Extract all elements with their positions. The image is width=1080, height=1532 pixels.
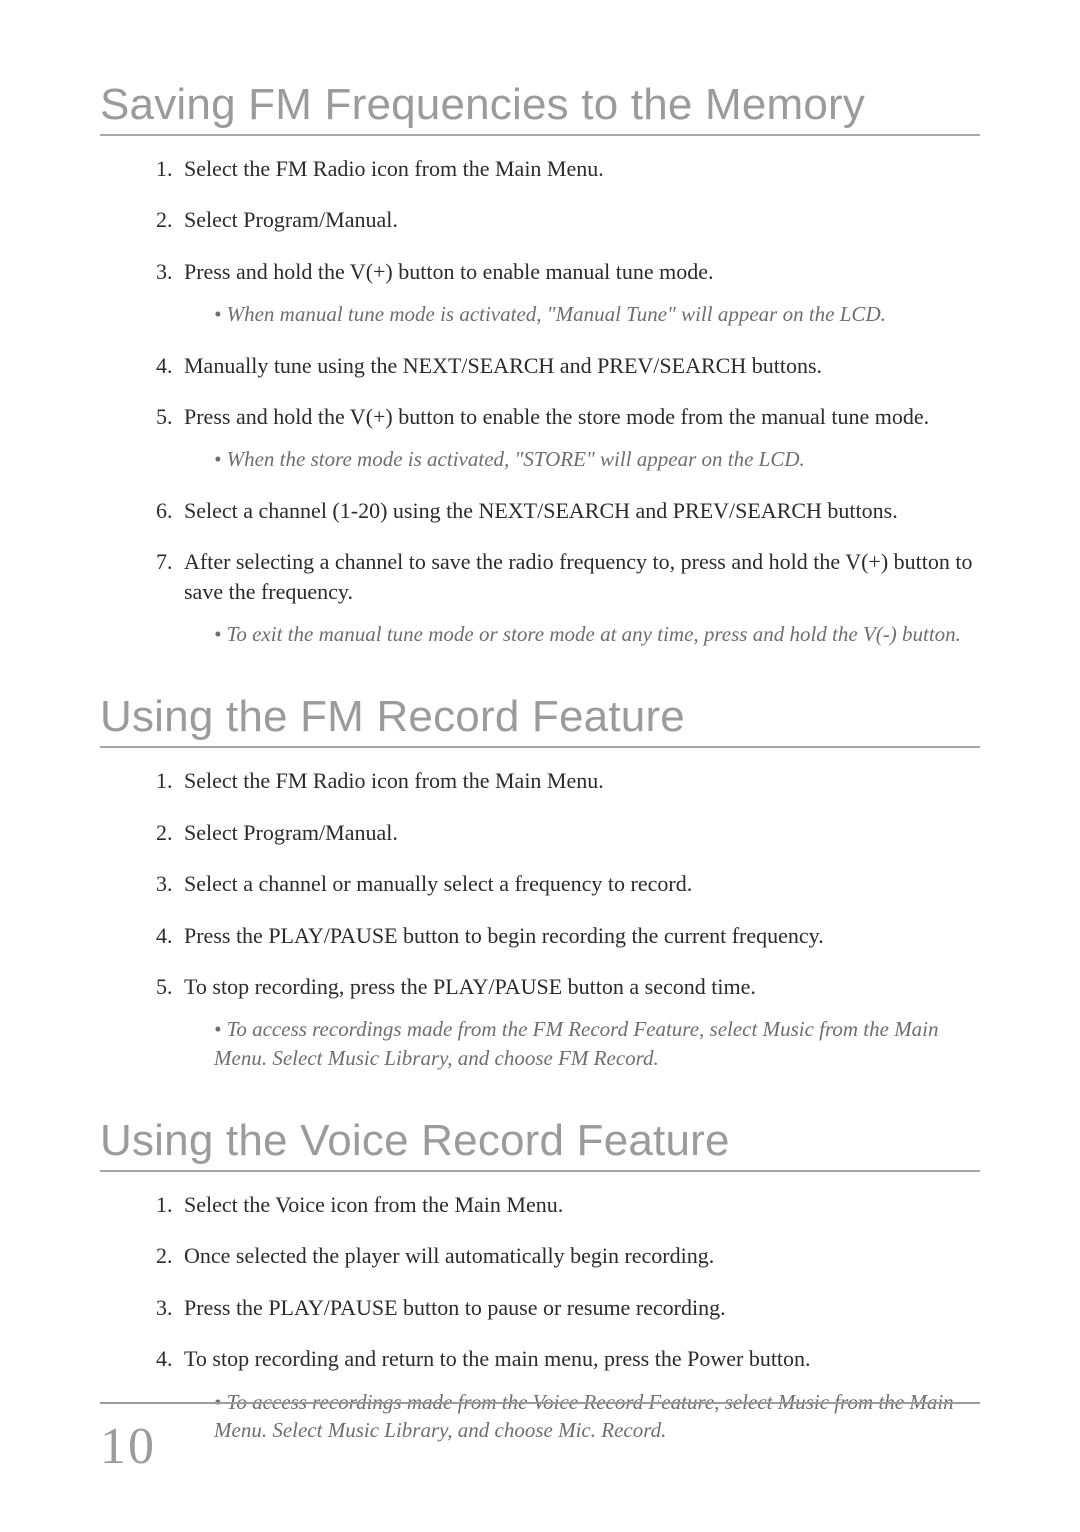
section: Using the FM Record Feature Select the FM… bbox=[100, 692, 980, 1072]
step-item: To stop recording, press the PLAY/PAUSE … bbox=[178, 972, 980, 1072]
manual-page: Saving FM Frequencies to the Memory Selec… bbox=[0, 0, 1080, 1532]
step-note: To access recordings made from the FM Re… bbox=[214, 1015, 980, 1071]
step-note: To access recordings made from the Voice… bbox=[214, 1388, 980, 1444]
step-text: Select the FM Radio icon from the Main M… bbox=[184, 768, 604, 793]
step-item: Press and hold the V(+) button to enable… bbox=[178, 257, 980, 329]
section: Saving FM Frequencies to the Memory Selec… bbox=[100, 80, 980, 648]
step-item: Press and hold the V(+) button to enable… bbox=[178, 402, 980, 474]
step-text: To stop recording, press the PLAY/PAUSE … bbox=[184, 974, 756, 999]
step-text: Select Program/Manual. bbox=[184, 820, 398, 845]
section-title: Using the FM Record Feature bbox=[100, 692, 980, 748]
step-text: Select the Voice icon from the Main Menu… bbox=[184, 1192, 563, 1217]
footer-rule bbox=[100, 1402, 980, 1404]
step-text: Press and hold the V(+) button to enable… bbox=[184, 404, 929, 429]
step-item: Press the PLAY/PAUSE button to begin rec… bbox=[178, 921, 980, 950]
step-item: After selecting a channel to save the ra… bbox=[178, 547, 980, 648]
step-item: Select the FM Radio icon from the Main M… bbox=[178, 766, 980, 795]
step-item: Select a channel or manually select a fr… bbox=[178, 869, 980, 898]
steps-list: Select the Voice icon from the Main Menu… bbox=[100, 1190, 980, 1444]
step-text: Select Program/Manual. bbox=[184, 207, 398, 232]
step-note: When the store mode is activated, "STORE… bbox=[214, 445, 980, 473]
sections-container: Saving FM Frequencies to the Memory Selec… bbox=[100, 80, 980, 1444]
section: Using the Voice Record Feature Select the… bbox=[100, 1116, 980, 1444]
step-item: Once selected the player will automatica… bbox=[178, 1241, 980, 1270]
step-text: Select a channel or manually select a fr… bbox=[184, 871, 692, 896]
step-text: Select the FM Radio icon from the Main M… bbox=[184, 156, 604, 181]
step-note: When manual tune mode is activated, "Man… bbox=[214, 300, 980, 328]
step-text: Press and hold the V(+) button to enable… bbox=[184, 259, 714, 284]
step-text: Press the PLAY/PAUSE button to begin rec… bbox=[184, 923, 824, 948]
step-text: Press the PLAY/PAUSE button to pause or … bbox=[184, 1295, 726, 1320]
step-item: Press the PLAY/PAUSE button to pause or … bbox=[178, 1293, 980, 1322]
step-text: Manually tune using the NEXT/SEARCH and … bbox=[184, 353, 822, 378]
step-item: To stop recording and return to the main… bbox=[178, 1344, 980, 1444]
step-item: Select the FM Radio icon from the Main M… bbox=[178, 154, 980, 183]
section-title: Saving FM Frequencies to the Memory bbox=[100, 80, 980, 136]
step-item: Select a channel (1-20) using the NEXT/S… bbox=[178, 496, 980, 525]
page-number: 10 bbox=[100, 1417, 156, 1476]
step-item: Select Program/Manual. bbox=[178, 818, 980, 847]
step-item: Manually tune using the NEXT/SEARCH and … bbox=[178, 351, 980, 380]
step-item: Select Program/Manual. bbox=[178, 205, 980, 234]
step-text: Select a channel (1-20) using the NEXT/S… bbox=[184, 498, 898, 523]
step-note: To exit the manual tune mode or store mo… bbox=[214, 620, 980, 648]
step-text: Once selected the player will automatica… bbox=[184, 1243, 714, 1268]
step-text: After selecting a channel to save the ra… bbox=[184, 549, 972, 603]
steps-list: Select the FM Radio icon from the Main M… bbox=[100, 154, 980, 648]
step-text: To stop recording and return to the main… bbox=[184, 1346, 811, 1371]
steps-list: Select the FM Radio icon from the Main M… bbox=[100, 766, 980, 1072]
step-item: Select the Voice icon from the Main Menu… bbox=[178, 1190, 980, 1219]
section-title: Using the Voice Record Feature bbox=[100, 1116, 980, 1172]
